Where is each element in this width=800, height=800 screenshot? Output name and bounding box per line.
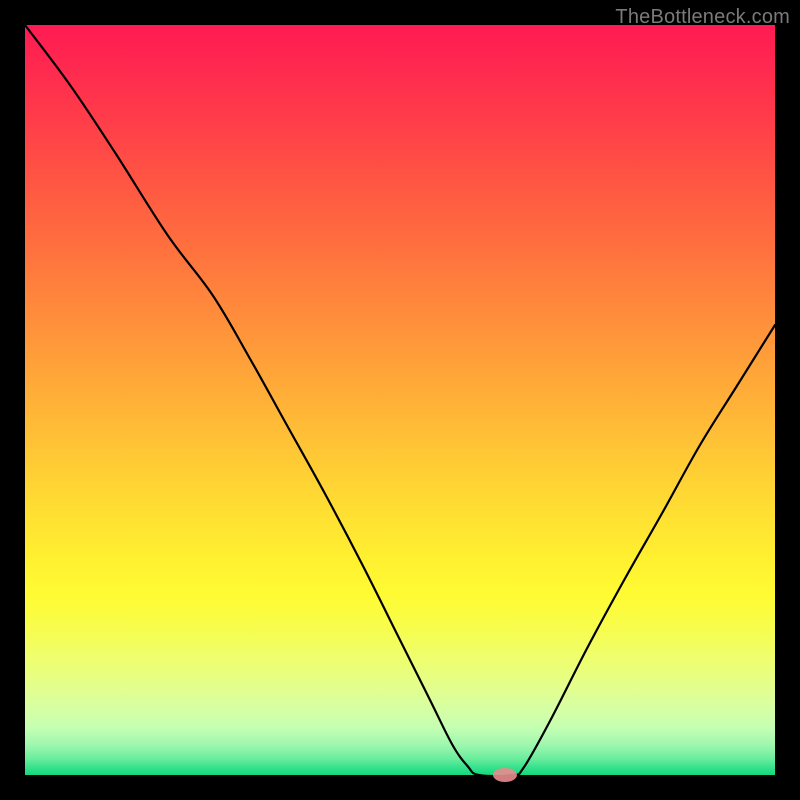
bottleneck-chart — [0, 0, 800, 800]
watermark-text: TheBottleneck.com — [615, 6, 790, 29]
optimal-marker — [493, 768, 517, 782]
chart-stage: TheBottleneck.com — [0, 0, 800, 800]
plot-background — [25, 25, 775, 775]
